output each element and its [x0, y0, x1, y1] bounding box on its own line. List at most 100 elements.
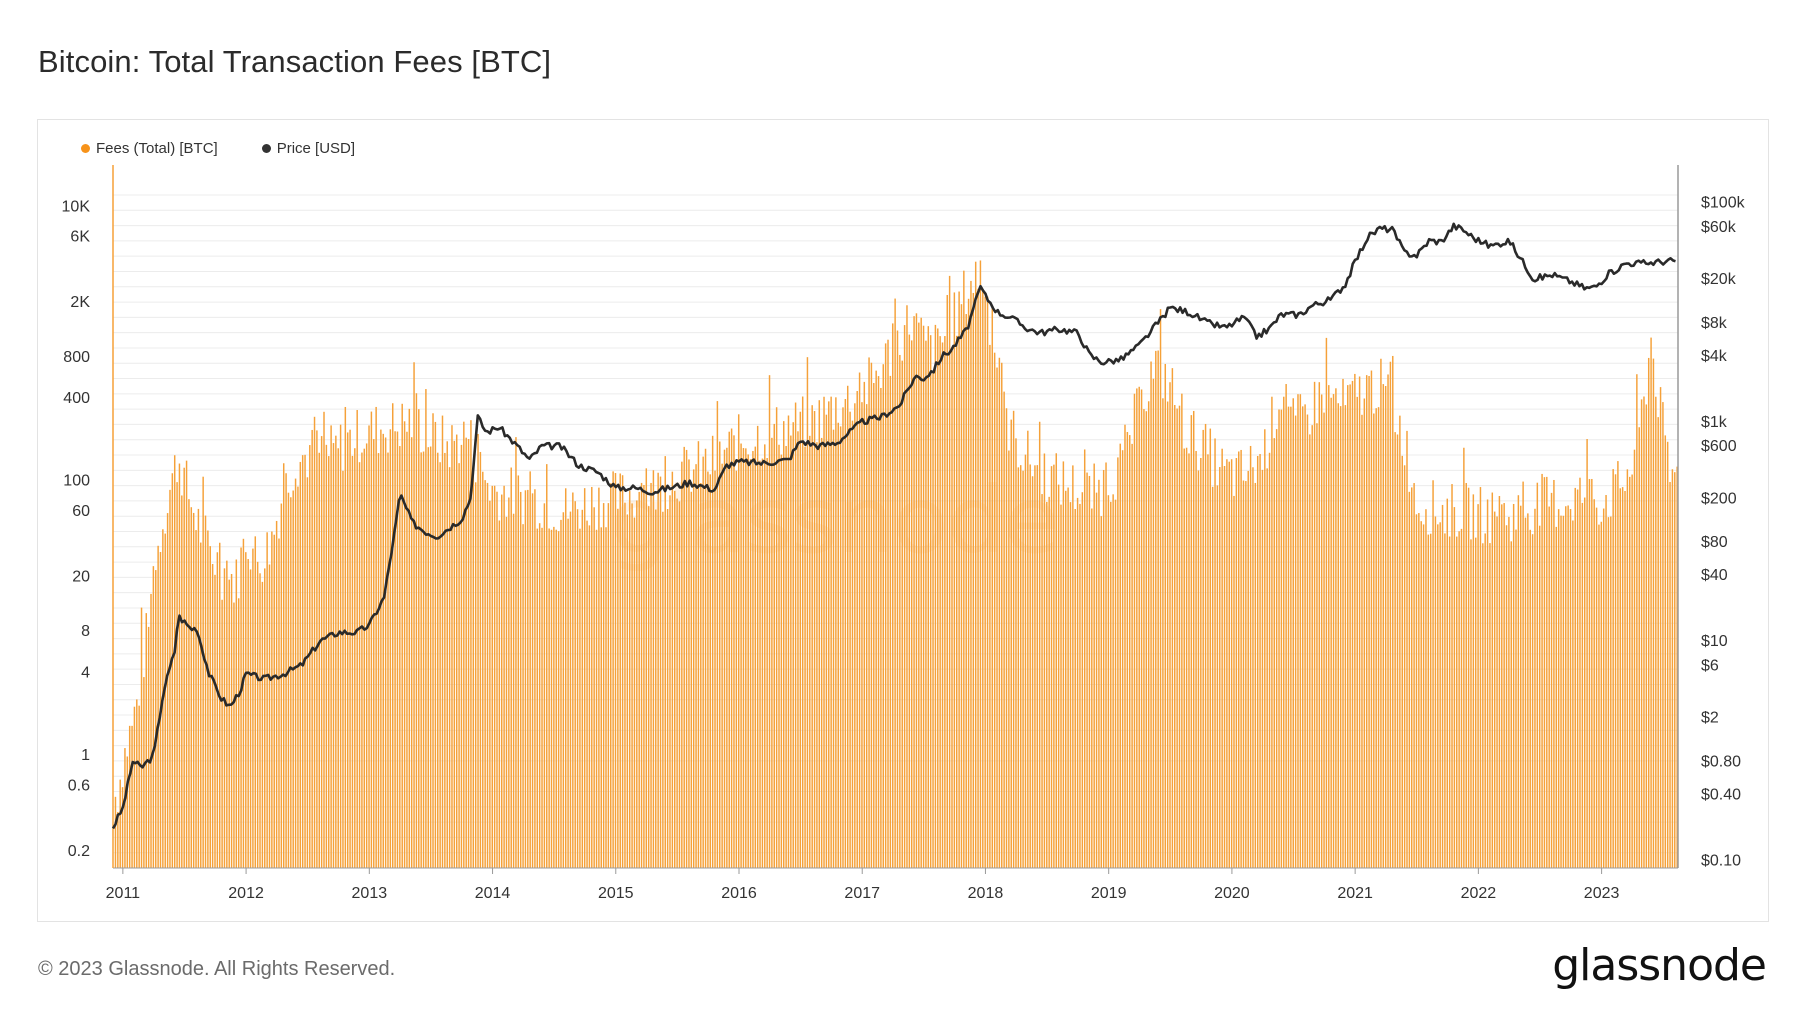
- fee-bar: [458, 463, 460, 868]
- fee-bar: [920, 317, 922, 868]
- fee-bar: [970, 280, 972, 868]
- fee-bar: [211, 564, 214, 868]
- fee-bar: [1612, 469, 1614, 868]
- fee-bar: [1581, 502, 1584, 868]
- fee-bar: [1169, 382, 1171, 868]
- fee-bar: [515, 437, 517, 868]
- fee-bar: [548, 528, 550, 868]
- fee-bar: [1605, 495, 1607, 868]
- fee-bar: [1342, 378, 1344, 868]
- fee-bar: [1586, 439, 1588, 868]
- fee-bar: [1072, 465, 1074, 868]
- fee-bar: [1647, 357, 1650, 868]
- fee-bar: [1444, 533, 1446, 868]
- fee-bar: [1339, 406, 1342, 868]
- fee-bar: [1579, 477, 1581, 868]
- fee-bar: [1401, 455, 1403, 868]
- fee-bar: [1273, 438, 1276, 868]
- fee-bar: [906, 305, 908, 868]
- fee-bar: [339, 424, 342, 868]
- fee-bar: [1197, 470, 1200, 868]
- fee-bar: [1460, 528, 1463, 868]
- fee-bar: [1351, 380, 1354, 868]
- fee-bar: [939, 336, 941, 869]
- fee-bar: [752, 451, 754, 868]
- fee-bar: [1368, 376, 1370, 868]
- fee-bar: [1534, 508, 1536, 868]
- fee-bar: [1247, 470, 1249, 868]
- fee-bar: [631, 503, 633, 868]
- fee-bar: [1555, 526, 1558, 868]
- fee-bar: [278, 538, 280, 868]
- fee-bar: [1081, 492, 1084, 868]
- x-tick-label: 2014: [475, 885, 511, 902]
- fee-bar: [650, 482, 652, 868]
- fee-bar: [1124, 424, 1126, 868]
- fee-bar: [309, 445, 311, 868]
- fee-bar: [726, 447, 728, 868]
- fee-bar: [470, 420, 472, 868]
- fee-bar: [1031, 476, 1034, 868]
- fee-bar: [588, 525, 591, 868]
- fee-bar: [887, 339, 889, 869]
- fee-bar: [1221, 448, 1223, 868]
- fee-bar: [1550, 492, 1553, 868]
- fee-bar: [1010, 419, 1012, 868]
- fee-bar: [676, 498, 678, 868]
- fee-bar: [418, 409, 420, 868]
- fee-bar: [216, 552, 219, 868]
- fee-bar: [1377, 407, 1380, 868]
- legend-item-fees[interactable]: Fees (Total) [BTC]: [81, 140, 218, 157]
- fee-bar: [152, 566, 155, 868]
- fee-bar: [190, 507, 193, 868]
- fee-bar: [792, 422, 794, 868]
- fee-bar: [937, 328, 939, 869]
- legend-item-price[interactable]: Price [USD]: [261, 140, 355, 157]
- fee-bar: [1181, 393, 1183, 868]
- fee-bar: [136, 699, 138, 868]
- fee-bar: [1121, 450, 1124, 868]
- fee-bar: [1245, 481, 1247, 868]
- fee-bar: [1283, 396, 1285, 868]
- fee-bar: [1041, 494, 1043, 868]
- fee-bar: [1275, 429, 1278, 868]
- fee-bar: [880, 387, 882, 868]
- fee-bar: [249, 569, 252, 868]
- fee-bar: [621, 475, 624, 868]
- fee-bar: [128, 725, 131, 868]
- fee-bar: [394, 431, 396, 868]
- fee-bar: [230, 573, 233, 868]
- fee-bar: [977, 288, 979, 868]
- glassnode-logo[interactable]: glassnode: [1552, 940, 1767, 991]
- fee-bar: [951, 350, 953, 869]
- fee-bar: [934, 324, 937, 868]
- fee-bar: [529, 471, 531, 868]
- fee-bar: [527, 489, 529, 868]
- right-tick-label: $4k: [1701, 348, 1728, 365]
- fee-bar: [799, 411, 802, 868]
- fee-bar: [512, 513, 515, 868]
- fee-bar: [979, 260, 982, 868]
- fee-bar: [775, 407, 778, 868]
- fee-bar: [958, 291, 960, 868]
- fee-bar: [1100, 516, 1103, 868]
- fee-bar: [1050, 466, 1053, 868]
- fee-bar: [1299, 394, 1302, 868]
- fee-bar: [437, 452, 439, 868]
- fee-bar: [1451, 484, 1453, 868]
- fee-bar: [124, 748, 126, 868]
- fee-bar: [1074, 509, 1076, 868]
- fee-bar: [1268, 452, 1271, 868]
- fee-bar: [1157, 350, 1159, 869]
- fee-bar: [1598, 524, 1600, 868]
- fee-bar: [816, 442, 818, 868]
- fee-bar: [918, 322, 920, 869]
- legend-fees-label: Fees (Total) [BTC]: [96, 140, 218, 157]
- fee-bar: [768, 375, 771, 868]
- fee-bar: [562, 512, 565, 868]
- fee-bar: [1264, 429, 1266, 868]
- fee-bar: [290, 497, 292, 868]
- fee-bar: [1024, 454, 1027, 868]
- fee-bar: [877, 376, 880, 868]
